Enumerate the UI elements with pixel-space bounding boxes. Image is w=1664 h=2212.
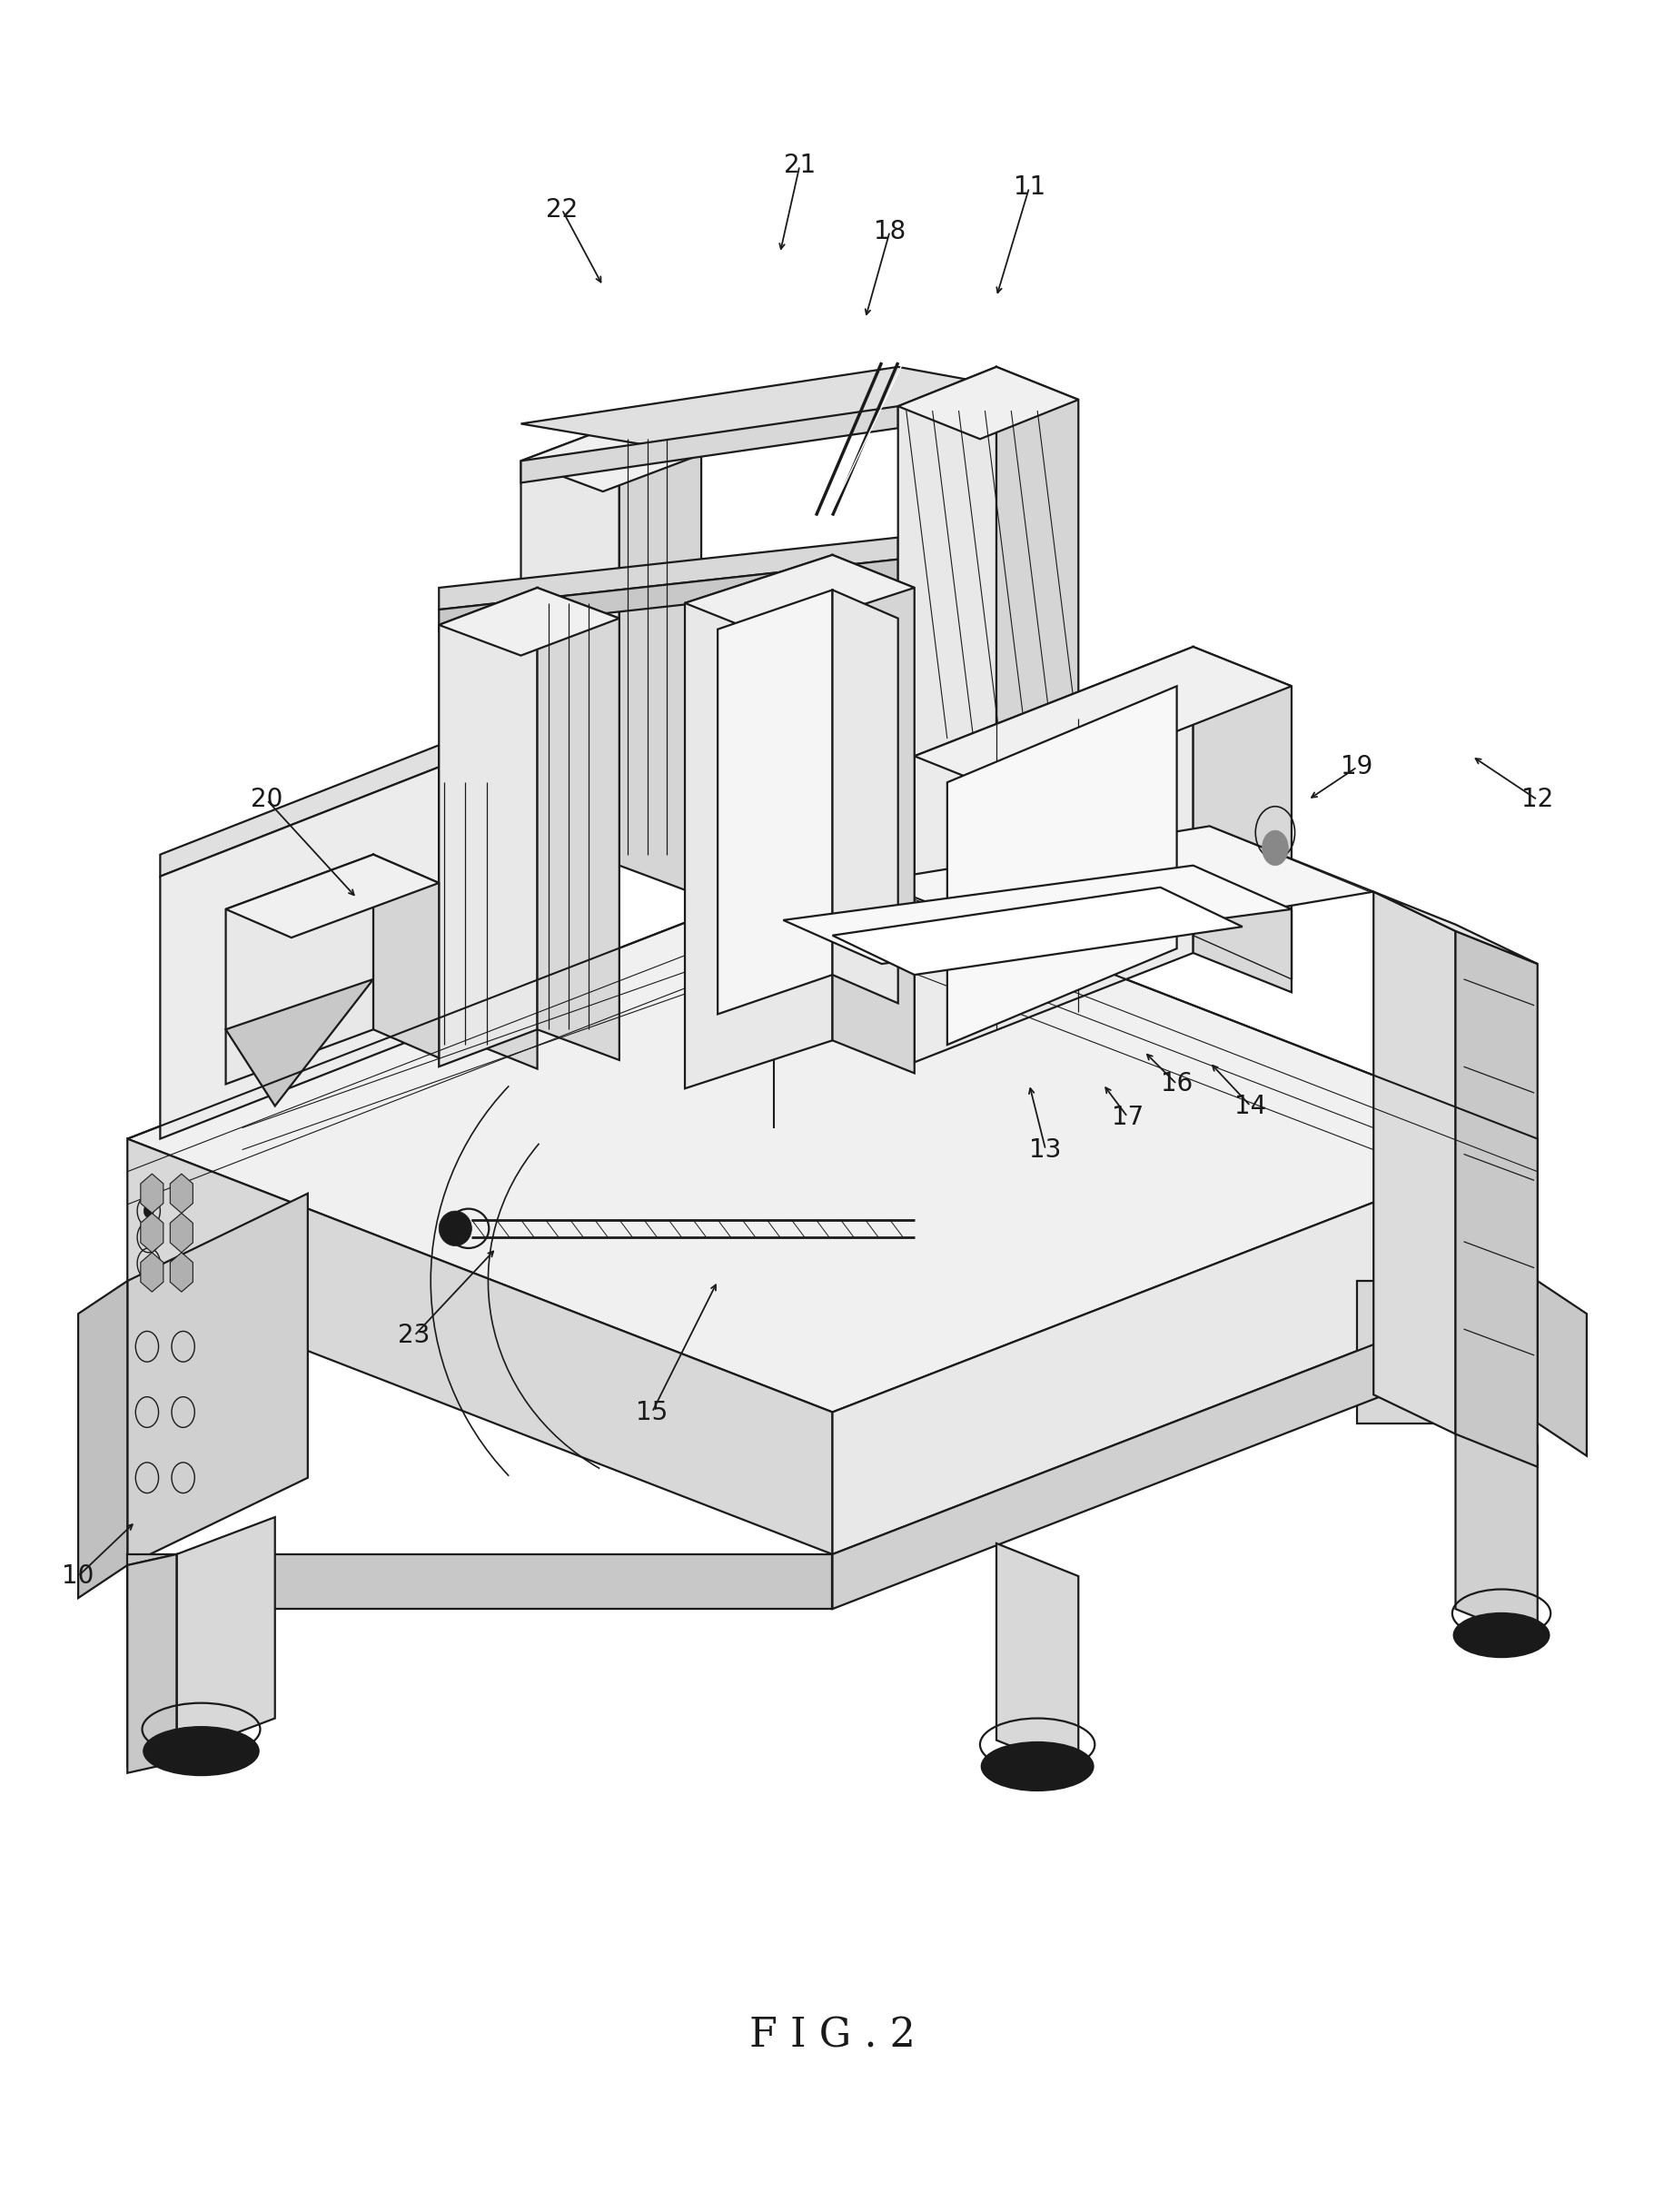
Polygon shape (128, 1194, 308, 1566)
Polygon shape (160, 768, 439, 1139)
Polygon shape (170, 1175, 193, 1212)
Ellipse shape (982, 1743, 1093, 1790)
Polygon shape (1356, 1281, 1536, 1422)
Text: 19: 19 (1341, 754, 1373, 781)
Circle shape (1261, 830, 1288, 865)
Text: 15: 15 (636, 1400, 667, 1425)
Text: F I G . 2: F I G . 2 (749, 2015, 915, 2055)
Text: 14: 14 (1235, 1093, 1266, 1119)
Polygon shape (140, 1212, 163, 1252)
Polygon shape (1536, 1281, 1586, 1455)
Polygon shape (128, 865, 1536, 1411)
Text: 12: 12 (1521, 787, 1553, 812)
Text: 16: 16 (1160, 1071, 1191, 1097)
Polygon shape (1454, 931, 1536, 1467)
Polygon shape (521, 407, 897, 482)
Text: 13: 13 (1028, 1137, 1062, 1164)
Polygon shape (140, 1252, 163, 1292)
Text: 22: 22 (546, 197, 577, 221)
Polygon shape (619, 425, 701, 896)
Ellipse shape (1453, 1613, 1548, 1657)
Polygon shape (701, 825, 1373, 975)
Text: 10: 10 (62, 1564, 95, 1588)
Polygon shape (537, 588, 619, 1060)
Polygon shape (78, 1281, 128, 1597)
Polygon shape (832, 591, 897, 1004)
Polygon shape (521, 425, 619, 902)
Polygon shape (439, 538, 897, 611)
Text: 21: 21 (784, 153, 815, 179)
Polygon shape (439, 768, 537, 1068)
Polygon shape (832, 1139, 1536, 1555)
Circle shape (143, 1203, 153, 1217)
Text: 20: 20 (251, 787, 283, 812)
Polygon shape (1373, 891, 1536, 964)
Polygon shape (439, 588, 537, 1066)
Polygon shape (1373, 891, 1454, 1433)
Polygon shape (897, 367, 1078, 438)
Polygon shape (373, 854, 439, 1057)
Polygon shape (128, 1555, 176, 1774)
Polygon shape (832, 555, 914, 1073)
Polygon shape (782, 865, 1291, 964)
Polygon shape (226, 854, 373, 1084)
Text: 18: 18 (874, 219, 905, 243)
Text: 17: 17 (1112, 1104, 1143, 1130)
Polygon shape (226, 854, 439, 938)
Polygon shape (914, 646, 1193, 1062)
Polygon shape (897, 367, 995, 796)
Polygon shape (226, 980, 373, 1106)
Polygon shape (914, 646, 1291, 796)
Polygon shape (684, 555, 914, 635)
Polygon shape (170, 1252, 193, 1292)
Polygon shape (947, 686, 1176, 1044)
Ellipse shape (143, 1728, 258, 1776)
Polygon shape (128, 1555, 832, 1608)
Ellipse shape (439, 1210, 471, 1245)
Polygon shape (832, 1281, 1536, 1608)
Polygon shape (521, 367, 1078, 453)
Text: 11: 11 (1013, 175, 1045, 201)
Polygon shape (140, 1175, 163, 1212)
Polygon shape (995, 1544, 1078, 1774)
Polygon shape (995, 367, 1078, 790)
Circle shape (143, 1256, 153, 1270)
Polygon shape (684, 555, 832, 1088)
Polygon shape (128, 1139, 832, 1555)
Text: 23: 23 (398, 1323, 431, 1349)
Polygon shape (717, 591, 832, 1013)
Polygon shape (439, 588, 619, 655)
Circle shape (143, 1230, 153, 1243)
Polygon shape (439, 560, 897, 630)
Polygon shape (176, 1517, 275, 1756)
Polygon shape (1454, 1411, 1536, 1641)
Polygon shape (521, 425, 701, 491)
Polygon shape (832, 887, 1241, 975)
Polygon shape (1193, 646, 1291, 993)
Polygon shape (128, 1555, 176, 1767)
Polygon shape (160, 745, 439, 876)
Polygon shape (170, 1212, 193, 1252)
